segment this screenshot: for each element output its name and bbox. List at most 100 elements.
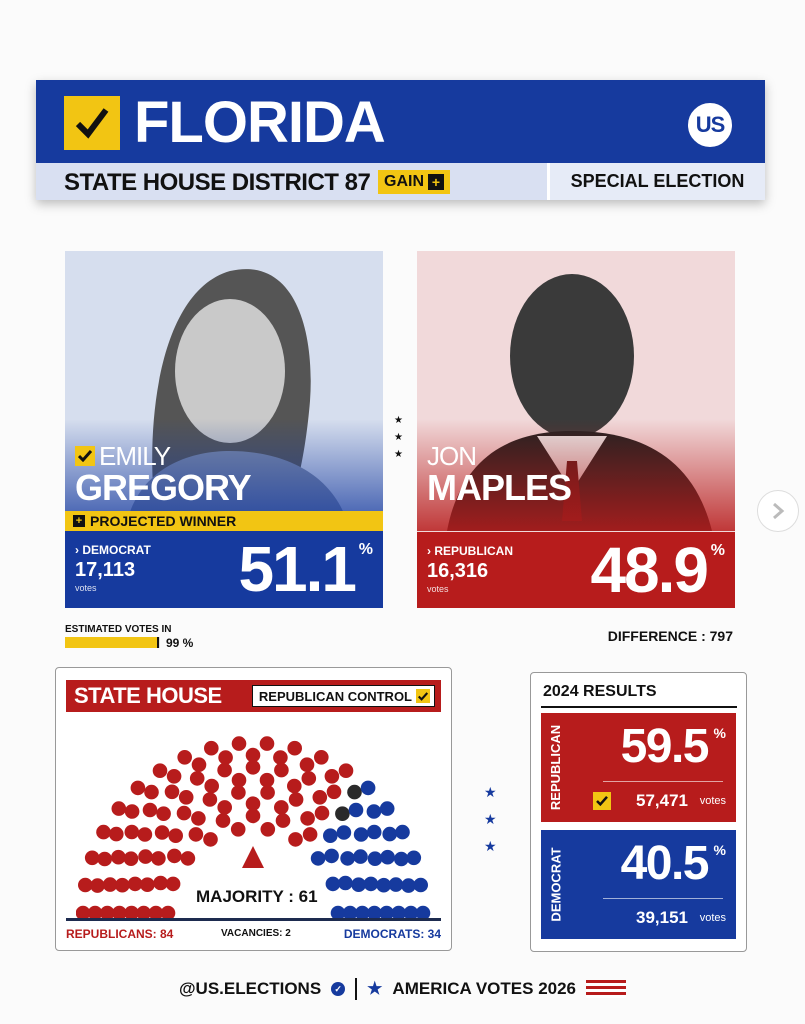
- seat-republican: [137, 827, 153, 842]
- seat-democrat: [395, 824, 410, 840]
- seat-republican: [259, 736, 275, 751]
- seat-republican: [115, 877, 130, 893]
- votes-label: votes: [699, 795, 726, 807]
- seat-republican: [288, 832, 303, 847]
- seat-republican: [100, 905, 115, 918]
- seat-republican: [140, 877, 155, 892]
- seat-republican: [288, 792, 304, 807]
- seat-republican: [177, 750, 192, 765]
- seat-republican: [164, 784, 180, 800]
- seat-republican: [148, 905, 164, 918]
- seat-democrat: [336, 825, 352, 840]
- seat-republican: [245, 808, 261, 824]
- seat-republican: [102, 877, 118, 892]
- candidate-last-name: GREGORY: [75, 467, 252, 508]
- vote-percent: 51.1: [238, 533, 357, 605]
- republican-seat-count: REPUBLICANS: 84: [66, 927, 174, 941]
- seat-republican: [111, 849, 126, 865]
- election-type: SPECIAL ELECTION: [547, 163, 765, 200]
- seat-republican: [324, 769, 340, 784]
- seat-republican: [178, 790, 194, 805]
- seat-republican: [168, 828, 183, 843]
- state-house-header: STATE HOUSE REPUBLICAN CONTROL: [66, 680, 441, 712]
- seat-democrat: [394, 851, 409, 867]
- seat-republican: [166, 769, 182, 784]
- seat-democrat: [413, 877, 429, 893]
- verified-icon: ✓: [331, 982, 346, 996]
- seat-republican: [76, 905, 91, 918]
- seat-republican: [144, 784, 159, 800]
- seat-republican: [176, 805, 192, 821]
- seat-republican: [180, 851, 196, 866]
- seat-republican: [287, 778, 302, 794]
- seat-democrat: [353, 849, 368, 864]
- seat-republican: [202, 792, 218, 807]
- star-icon: ★: [484, 784, 497, 800]
- seat-republican: [160, 905, 176, 918]
- seat-republican: [314, 750, 329, 765]
- seat-republican: [204, 740, 219, 756]
- seat-republican: [188, 827, 204, 842]
- seat-democrat: [403, 905, 419, 918]
- seat-republican: [96, 824, 111, 840]
- seat-democrat: [380, 849, 395, 865]
- vote-difference: DIFFERENCE : 797: [607, 628, 733, 644]
- checkmark-icon: [416, 689, 430, 703]
- header-subbar: STATE HOUSE DISTRICT 87 GAIN + SPECIAL E…: [36, 163, 765, 200]
- party-label: › REPUBLICAN: [427, 544, 514, 558]
- seat-republican: [312, 790, 328, 805]
- seat-republican: [130, 780, 146, 796]
- seat-republican: [112, 905, 127, 918]
- control-label: REPUBLICAN CONTROL: [258, 688, 412, 704]
- seat-democrat: [330, 905, 346, 918]
- party-label: DEMOCRAT: [548, 847, 564, 922]
- seat-republican: [245, 747, 261, 763]
- seat-republican: [231, 785, 246, 800]
- seat-republican: [217, 762, 232, 778]
- seat-republican: [230, 822, 246, 837]
- star-divider: ★ ★ ★: [394, 415, 403, 460]
- candidate-first-name: JON: [427, 441, 477, 471]
- projected-winner-bar: + PROJECTED WINNER: [65, 511, 383, 531]
- estimated-votes-fill: [65, 637, 160, 648]
- seat-republican: [124, 905, 139, 918]
- seat-republican: [124, 804, 140, 819]
- star-icon: ★: [484, 838, 497, 854]
- estimated-votes-percent: 99 %: [166, 636, 194, 650]
- result-votes: 57,471: [636, 791, 688, 810]
- seat-republican: [84, 850, 100, 866]
- seat-democrat: [379, 801, 395, 816]
- divider: [603, 781, 723, 782]
- state-title: FLORIDA: [134, 90, 386, 155]
- seat-republican: [302, 827, 318, 842]
- candidate-photo: [417, 251, 735, 531]
- star-icon: ★: [484, 811, 497, 827]
- result-democrat: DEMOCRAT 40.5 % 39,151 votes: [541, 830, 736, 939]
- chevron-right-icon: [773, 502, 785, 520]
- seat-republican: [338, 763, 354, 778]
- seat-republican: [274, 800, 289, 815]
- percent-sign: %: [710, 542, 725, 559]
- democrat-seat-count: DEMOCRATS: 34: [343, 927, 441, 941]
- seat-republican: [300, 811, 315, 826]
- logo-text: US: [695, 112, 726, 137]
- seat-democrat: [355, 905, 370, 918]
- star-icon: ★: [394, 432, 403, 443]
- gain-badge: GAIN +: [378, 170, 450, 194]
- star-icon: ★: [394, 449, 403, 460]
- seat-democrat: [382, 826, 398, 842]
- seat-republican: [142, 802, 158, 818]
- seat-democrat: [366, 824, 382, 840]
- seat-republican: [167, 848, 182, 864]
- seat-republican: [204, 778, 219, 794]
- account-handle[interactable]: @US.ELECTIONS: [178, 979, 322, 998]
- next-slide-button[interactable]: [757, 490, 799, 532]
- us-elections-logo: US: [685, 100, 735, 150]
- candidate-name: EMILY GREGORY: [75, 443, 252, 508]
- seat-republican: [203, 832, 218, 847]
- seat-republican: [111, 801, 127, 816]
- seat-democrat: [367, 851, 383, 866]
- seat-republican: [245, 796, 261, 811]
- seat-republican: [109, 826, 124, 842]
- seat-republican: [326, 784, 342, 800]
